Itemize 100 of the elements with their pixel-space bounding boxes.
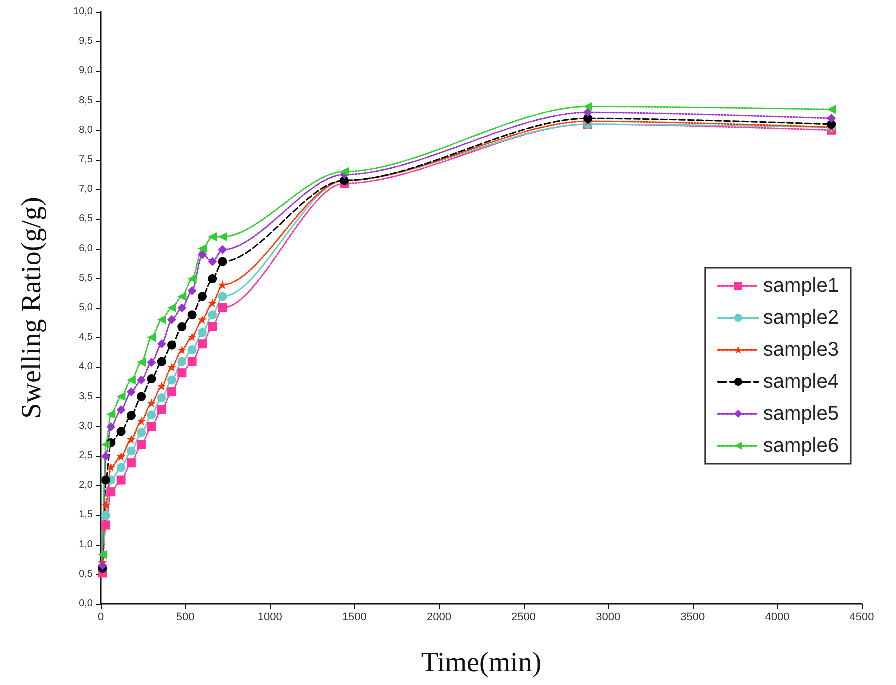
point — [116, 476, 126, 485]
point — [198, 315, 207, 324]
point — [102, 452, 111, 462]
point — [126, 446, 136, 456]
legend-label: sample3 — [763, 339, 840, 361]
point — [98, 561, 108, 570]
x-tick-label: 500 — [176, 612, 195, 624]
point — [208, 322, 218, 332]
point — [102, 520, 111, 530]
y-tick-label: 2,0 — [79, 480, 94, 492]
point — [218, 257, 228, 266]
point — [208, 232, 218, 242]
point — [106, 488, 116, 497]
y-tick-label: 2,5 — [79, 450, 94, 462]
x-tick-label: 2500 — [512, 612, 536, 624]
x-tick-label: 3500 — [680, 612, 706, 624]
point — [147, 374, 156, 384]
y-tick-label: 1,0 — [79, 539, 94, 550]
y-tick-label: 0,5 — [79, 568, 94, 580]
point — [584, 108, 593, 118]
y-tick-label: 9,0 — [79, 66, 94, 77]
x-tick-label: 3000 — [596, 612, 621, 624]
point — [178, 368, 187, 378]
point — [116, 392, 126, 402]
x-tick-label: 4000 — [765, 612, 790, 624]
legend-label: sample4 — [763, 371, 840, 393]
y-tick-label: 9,5 — [79, 36, 94, 48]
point — [147, 358, 156, 367]
point — [116, 427, 126, 436]
point — [126, 411, 136, 420]
point — [340, 167, 350, 176]
point — [218, 245, 228, 254]
y-tick-label: 7,5 — [79, 154, 94, 166]
y-tick-label: 1,5 — [79, 510, 94, 521]
point — [157, 382, 166, 391]
point — [188, 332, 197, 342]
point — [188, 286, 197, 296]
point — [188, 310, 197, 320]
point — [178, 292, 187, 302]
x-tick-label: 1000 — [258, 612, 282, 624]
y-tick-label: 6,5 — [79, 214, 94, 225]
point — [137, 416, 146, 426]
point — [147, 422, 156, 432]
point — [584, 102, 593, 112]
x-tick-label: 1500 — [342, 612, 367, 624]
point — [102, 500, 111, 510]
point — [157, 405, 166, 414]
point — [147, 398, 156, 408]
point — [168, 315, 177, 324]
point — [147, 333, 156, 342]
y-tick-label: 4,0 — [79, 362, 94, 373]
point — [198, 250, 207, 260]
point — [188, 274, 197, 284]
point — [102, 511, 111, 520]
y-tick-label: 3,0 — [79, 420, 94, 432]
y-tick-label: 5,0 — [79, 302, 94, 314]
point — [116, 452, 126, 462]
point — [137, 428, 146, 438]
point — [106, 462, 116, 472]
y-tick-label: 3,5 — [79, 391, 94, 402]
point — [157, 340, 166, 349]
point — [126, 434, 136, 444]
legend-label: sample2 — [763, 307, 840, 329]
point — [106, 410, 116, 420]
point — [178, 346, 187, 355]
y-tick-label: 0,0 — [79, 598, 94, 610]
point — [178, 304, 187, 312]
point — [116, 463, 126, 472]
point — [208, 310, 218, 320]
point — [168, 340, 177, 350]
y-tick-label: 8,0 — [79, 124, 94, 136]
point — [102, 440, 111, 450]
point — [168, 376, 177, 385]
point — [137, 376, 146, 385]
y-axis-title: Swelling Ratio(g/g) — [16, 197, 48, 419]
point — [178, 357, 187, 366]
legend-label: sample1 — [763, 275, 840, 297]
point — [188, 357, 197, 366]
point — [137, 440, 146, 450]
y-tick-label: 10,0 — [74, 6, 94, 18]
y-tick-label: 6,0 — [79, 243, 94, 254]
legend-label: sample6 — [763, 435, 840, 457]
point — [137, 358, 146, 367]
point — [218, 304, 228, 312]
point — [168, 362, 177, 372]
point — [198, 328, 207, 338]
x-tick-label: 4500 — [850, 612, 874, 624]
point — [198, 292, 207, 302]
point — [157, 393, 166, 402]
point — [198, 340, 207, 349]
x-axis-title: Time(min) — [421, 648, 542, 678]
point — [218, 232, 228, 242]
y-tick-label: 4,5 — [79, 332, 94, 344]
y-tick-label: 5,5 — [79, 272, 94, 284]
point — [168, 388, 177, 397]
legend-label: sample5 — [763, 403, 840, 425]
x-tick-label: 0 — [98, 612, 104, 624]
point — [157, 315, 166, 324]
point — [126, 458, 136, 468]
point — [168, 304, 177, 312]
